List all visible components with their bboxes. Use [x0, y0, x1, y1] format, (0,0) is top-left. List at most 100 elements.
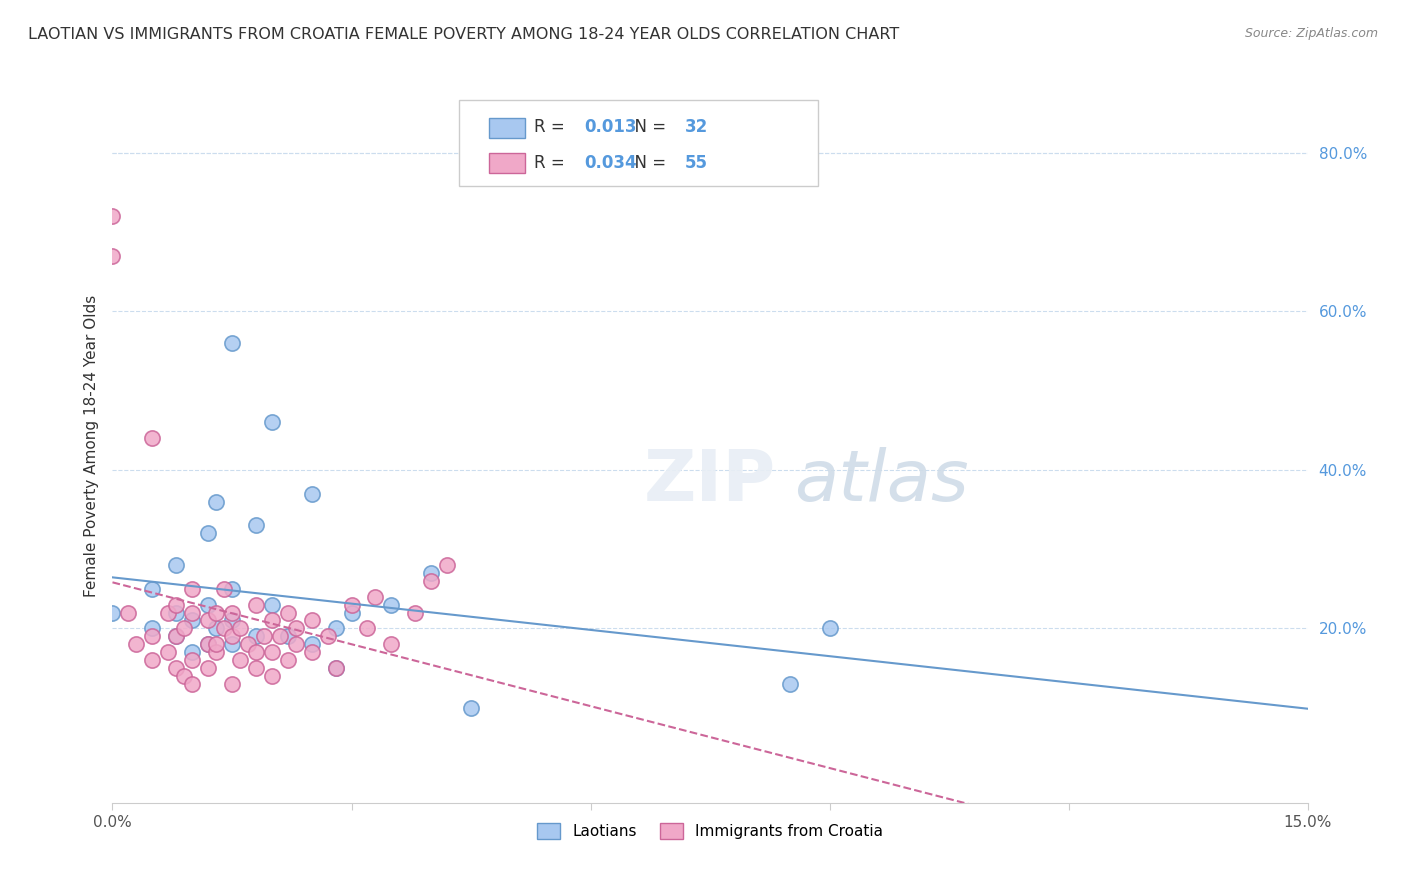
Point	[205, 606, 228, 620]
Point	[301, 614, 323, 628]
Point	[125, 637, 148, 651]
Point	[316, 629, 339, 643]
Point	[141, 621, 163, 635]
Point	[141, 582, 163, 596]
Point	[165, 629, 187, 643]
Point	[141, 653, 163, 667]
Point	[269, 629, 291, 643]
Point	[340, 606, 363, 620]
Point	[380, 598, 402, 612]
Text: 0.013: 0.013	[585, 118, 637, 136]
Point	[260, 645, 283, 659]
Text: N =: N =	[624, 118, 671, 136]
Point	[260, 598, 283, 612]
Point	[197, 661, 219, 675]
Point	[245, 518, 267, 533]
Point	[221, 629, 243, 643]
Point	[221, 606, 243, 620]
Point	[165, 629, 187, 643]
Point	[181, 606, 204, 620]
Point	[818, 621, 841, 635]
Point	[221, 335, 243, 350]
Legend: Laotians, Immigrants from Croatia: Laotians, Immigrants from Croatia	[531, 817, 889, 845]
Text: 32: 32	[685, 118, 709, 136]
Point	[236, 637, 259, 651]
Point	[173, 669, 195, 683]
Point	[205, 645, 228, 659]
Point	[181, 614, 204, 628]
Point	[141, 431, 163, 445]
Y-axis label: Female Poverty Among 18-24 Year Olds: Female Poverty Among 18-24 Year Olds	[83, 295, 98, 597]
Point	[301, 637, 323, 651]
Point	[205, 621, 228, 635]
Text: Source: ZipAtlas.com: Source: ZipAtlas.com	[1244, 27, 1378, 40]
Point	[165, 661, 187, 675]
Point	[101, 209, 124, 223]
FancyBboxPatch shape	[458, 100, 818, 186]
Point	[277, 653, 299, 667]
Point	[221, 614, 243, 628]
Point	[229, 653, 252, 667]
Point	[197, 526, 219, 541]
Point	[284, 621, 307, 635]
Text: N =: N =	[624, 153, 671, 171]
Point	[420, 566, 443, 580]
Text: ZIP: ZIP	[644, 447, 776, 516]
Point	[212, 621, 235, 635]
Point	[356, 621, 378, 635]
Point	[197, 637, 219, 651]
Point	[277, 629, 299, 643]
Point	[197, 637, 219, 651]
Point	[101, 249, 124, 263]
Text: R =: R =	[534, 118, 571, 136]
Point	[141, 629, 163, 643]
Point	[253, 629, 276, 643]
Point	[117, 606, 139, 620]
Text: atlas: atlas	[793, 447, 969, 516]
Point	[364, 590, 387, 604]
Point	[284, 637, 307, 651]
Point	[245, 661, 267, 675]
Point	[205, 637, 228, 651]
Point	[221, 582, 243, 596]
Text: R =: R =	[534, 153, 571, 171]
Point	[197, 614, 219, 628]
Point	[260, 415, 283, 429]
Point	[245, 645, 267, 659]
FancyBboxPatch shape	[489, 153, 524, 173]
Point	[245, 598, 267, 612]
Point	[157, 645, 180, 659]
Point	[245, 629, 267, 643]
Point	[325, 661, 347, 675]
Point	[229, 621, 252, 635]
Point	[301, 645, 323, 659]
Point	[165, 606, 187, 620]
Point	[205, 494, 228, 508]
Point	[260, 669, 283, 683]
Point	[212, 582, 235, 596]
Point	[181, 677, 204, 691]
Point	[301, 486, 323, 500]
Text: 55: 55	[685, 153, 709, 171]
Point	[325, 661, 347, 675]
Text: LAOTIAN VS IMMIGRANTS FROM CROATIA FEMALE POVERTY AMONG 18-24 YEAR OLDS CORRELAT: LAOTIAN VS IMMIGRANTS FROM CROATIA FEMAL…	[28, 27, 900, 42]
Point	[260, 614, 283, 628]
Point	[277, 606, 299, 620]
Point	[181, 645, 204, 659]
Point	[420, 574, 443, 588]
Point	[197, 598, 219, 612]
Point	[181, 653, 204, 667]
Point	[460, 700, 482, 714]
Point	[157, 606, 180, 620]
FancyBboxPatch shape	[489, 118, 524, 137]
Point	[380, 637, 402, 651]
Point	[436, 558, 458, 572]
Point	[325, 621, 347, 635]
Point	[221, 637, 243, 651]
Point	[165, 558, 187, 572]
Text: 0.034: 0.034	[585, 153, 637, 171]
Point	[340, 598, 363, 612]
Point	[101, 606, 124, 620]
Point	[221, 677, 243, 691]
Point	[173, 621, 195, 635]
